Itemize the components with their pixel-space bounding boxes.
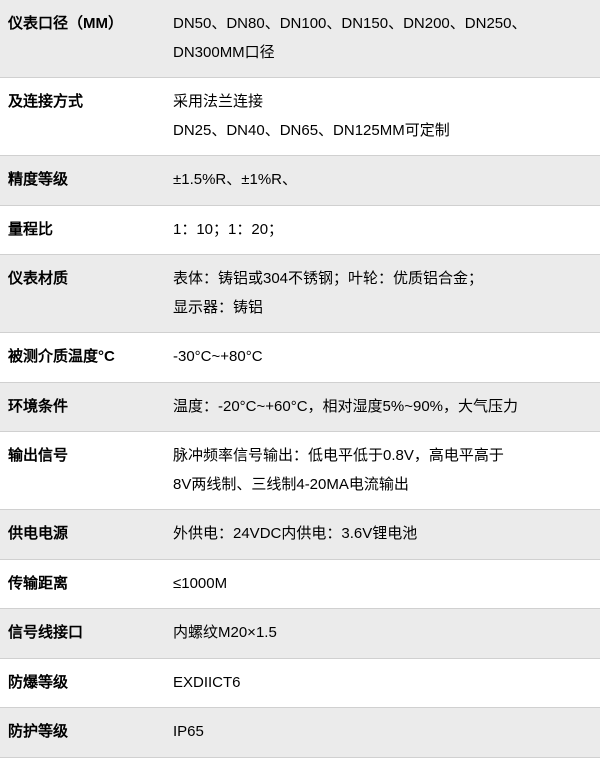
value-line: EXDIICT6 [173,669,592,698]
value-line: IP65 [173,718,592,747]
table-row: 被测介质温度°C -30°C~+80°C [0,333,600,383]
spec-label: 传输距离 [0,559,165,609]
value-line: 表体：铸铝或304不锈钢；叶轮：优质铝合金； [173,265,592,294]
value-line: ≤1000M [173,570,592,599]
spec-value: 表体：铸铝或304不锈钢；叶轮：优质铝合金； 显示器：铸铝 [165,255,600,333]
spec-value: IP65 [165,708,600,758]
spec-value: -30°C~+80°C [165,333,600,383]
value-line: 内螺纹M20×1.5 [173,619,592,648]
table-row: 供电电源 外供电：24VDC内供电：3.6V锂电池 [0,510,600,560]
spec-value: ±1.5%R、±1%R、 [165,156,600,206]
table-row: 信号线接口 内螺纹M20×1.5 [0,609,600,659]
spec-label: 供电电源 [0,510,165,560]
spec-label: 输出信号 [0,432,165,510]
value-line: DN300MM口径 [173,39,592,68]
spec-value: 温度：-20°C~+60°C，相对湿度5%~90%，大气压力 [165,382,600,432]
spec-label: 量程比 [0,205,165,255]
spec-label: 仪表口径（MM） [0,0,165,78]
value-line: DN25、DN40、DN65、DN125MM可定制 [173,117,592,146]
table-row: 仪表口径（MM） DN50、DN80、DN100、DN150、DN200、DN2… [0,0,600,78]
spec-label: 及连接方式 [0,78,165,156]
table-row: 输出信号 脉冲频率信号输出：低电平低于0.8V，高电平高于 8V两线制、三线制4… [0,432,600,510]
spec-label: 防爆等级 [0,658,165,708]
table-row: 精度等级 ±1.5%R、±1%R、 [0,156,600,206]
value-line: 显示器：铸铝 [173,294,592,323]
spec-value: 1：10；1：20； [165,205,600,255]
table-row: 防护等级 IP65 [0,708,600,758]
value-line: DN50、DN80、DN100、DN150、DN200、DN250、 [173,10,592,39]
spec-label: 环境条件 [0,382,165,432]
value-line: 1：10；1：20； [173,216,592,245]
spec-value: 采用法兰连接 DN25、DN40、DN65、DN125MM可定制 [165,78,600,156]
specification-table: 仪表口径（MM） DN50、DN80、DN100、DN150、DN200、DN2… [0,0,600,758]
value-line: ±1.5%R、±1%R、 [173,166,592,195]
spec-value: ≤1000M [165,559,600,609]
spec-value: DN50、DN80、DN100、DN150、DN200、DN250、 DN300… [165,0,600,78]
spec-label: 防护等级 [0,708,165,758]
spec-label: 信号线接口 [0,609,165,659]
spec-table-body: 仪表口径（MM） DN50、DN80、DN100、DN150、DN200、DN2… [0,0,600,757]
table-row: 量程比 1：10；1：20； [0,205,600,255]
value-line: 脉冲频率信号输出：低电平低于0.8V，高电平高于 [173,442,592,471]
value-line: 8V两线制、三线制4-20MA电流输出 [173,471,592,500]
spec-label: 精度等级 [0,156,165,206]
spec-value: EXDIICT6 [165,658,600,708]
spec-label: 仪表材质 [0,255,165,333]
spec-value: 脉冲频率信号输出：低电平低于0.8V，高电平高于 8V两线制、三线制4-20MA… [165,432,600,510]
value-line: 外供电：24VDC内供电：3.6V锂电池 [173,520,592,549]
table-row: 环境条件 温度：-20°C~+60°C，相对湿度5%~90%，大气压力 [0,382,600,432]
table-row: 防爆等级 EXDIICT6 [0,658,600,708]
spec-label: 被测介质温度°C [0,333,165,383]
value-line: 采用法兰连接 [173,88,592,117]
value-line: 温度：-20°C~+60°C，相对湿度5%~90%，大气压力 [173,393,592,422]
spec-value: 外供电：24VDC内供电：3.6V锂电池 [165,510,600,560]
value-line: -30°C~+80°C [173,343,592,372]
spec-value: 内螺纹M20×1.5 [165,609,600,659]
table-row: 传输距离 ≤1000M [0,559,600,609]
table-row: 及连接方式 采用法兰连接 DN25、DN40、DN65、DN125MM可定制 [0,78,600,156]
table-row: 仪表材质 表体：铸铝或304不锈钢；叶轮：优质铝合金； 显示器：铸铝 [0,255,600,333]
